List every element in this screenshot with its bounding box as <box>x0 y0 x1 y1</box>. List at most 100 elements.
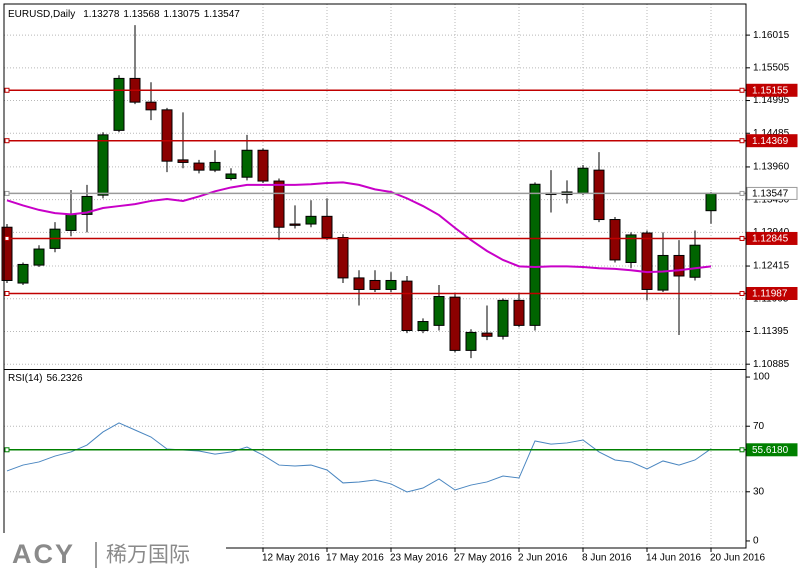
grid-layer <box>4 4 746 548</box>
rsi-tick-label: 30 <box>753 486 765 497</box>
price-level-handle <box>4 235 10 241</box>
chart-title: EURUSD,Daily <box>8 9 75 20</box>
price-level-box <box>746 231 798 245</box>
price-level-label: 1.11987 <box>752 289 788 300</box>
rsi-level-label: 55.6180 <box>752 445 789 456</box>
price-level-handle <box>739 138 745 144</box>
candle-body-down <box>161 109 173 162</box>
candle-body-down <box>673 254 685 277</box>
candle-body-down <box>273 180 285 228</box>
candle-body-up <box>17 263 29 284</box>
label-layer: 1.15155 1.14369 1.12845 1.11987 1.13547 55.61… <box>746 83 798 457</box>
rsi-header: RSI(14) 56.2326 <box>8 373 83 384</box>
candle-body-down <box>193 162 205 171</box>
x-tick-label: 8 Jun 2016 <box>582 553 632 564</box>
rsi-tick-label: 100 <box>753 372 770 383</box>
candle-body-down <box>145 101 157 111</box>
price-level-label: 1.15155 <box>752 85 789 96</box>
price-level-label: 1.14369 <box>752 136 789 147</box>
watermark-brand: ACY <box>12 539 75 569</box>
candle-body-down <box>369 279 381 290</box>
y-tick-label: 1.15505 <box>753 62 790 73</box>
rsi-last-value: 56.2326 <box>46 373 83 384</box>
price-level-handle <box>4 87 10 93</box>
candle-body-up <box>577 167 589 194</box>
x-tick-label: 23 May 2016 <box>390 553 448 564</box>
y-tick-label: 1.11395 <box>753 326 789 337</box>
candle-body-down <box>321 215 333 238</box>
candle-body-up <box>65 213 77 231</box>
watermark-box <box>0 533 226 576</box>
candle-body-down <box>401 280 413 332</box>
candle-body-down <box>513 299 525 326</box>
header-high: 1.13568 <box>123 9 160 20</box>
price-level-box <box>746 134 798 148</box>
rsi-tick-label: 0 <box>753 536 759 547</box>
candle-body-up <box>657 254 669 291</box>
candle-body-up <box>417 321 429 332</box>
candle-body-up <box>97 134 109 196</box>
y-tick-label: 1.14995 <box>753 95 790 106</box>
x-tick-label: 2 Jun 2016 <box>518 553 568 564</box>
y-tick-label: 1.10885 <box>753 359 790 370</box>
chart-header: EURUSD,Daily 1.13278 1.13568 1.13075 1.13547 <box>8 9 240 20</box>
rsi-line <box>6 422 712 493</box>
price-level-handle <box>739 290 745 296</box>
header-open: 1.13278 <box>83 9 120 20</box>
candle-body-up <box>33 248 45 266</box>
y-tick-label: 1.12415 <box>753 261 790 272</box>
candle-body-down <box>481 332 493 337</box>
candle-body-up <box>305 215 317 225</box>
current-price-handle <box>739 190 745 196</box>
rsi-level-handle <box>739 447 745 453</box>
watermark-name: 稀万国际 <box>106 544 190 567</box>
candle-body-down <box>593 169 605 221</box>
candle-body-up <box>225 173 237 179</box>
candle-body-down <box>1 226 13 281</box>
header-close: 1.13547 <box>204 9 241 20</box>
y-tick-label: 1.14485 <box>753 128 790 139</box>
candle-body-down <box>641 232 653 290</box>
rsi-tick-label: 70 <box>753 421 765 432</box>
x-tick-label: 27 May 2016 <box>454 553 512 564</box>
candle-body-up <box>433 296 445 326</box>
candle-body-up <box>465 331 477 351</box>
candle-body-down <box>337 236 349 279</box>
current-price-handle <box>4 190 10 196</box>
candle-body-down <box>353 277 365 290</box>
y-tick-label: 1.16015 <box>753 30 790 41</box>
candle-body-down <box>289 223 301 226</box>
x-tick-label: 12 May 2016 <box>262 553 320 564</box>
price-level-box <box>746 286 798 300</box>
y-tick-label: 1.13960 <box>753 162 790 173</box>
candle-body-up <box>241 149 253 178</box>
price-level-handle <box>739 235 745 241</box>
candle-body-down <box>609 219 621 261</box>
current-price-label: 1.13547 <box>752 189 789 200</box>
rsi-level-box <box>746 443 798 457</box>
rsi-level-handle <box>4 447 10 453</box>
candle-body-up <box>705 192 717 212</box>
candle-body-up <box>209 161 221 171</box>
current-price-box <box>746 186 798 200</box>
price-level-handle <box>4 138 10 144</box>
price-level-box <box>746 83 798 97</box>
x-tick-label: 17 May 2016 <box>326 553 384 564</box>
candle-body-up <box>529 183 541 326</box>
candle-body-up <box>625 234 637 264</box>
x-tick-label: 20 Jun 2016 <box>710 553 765 564</box>
candle-body-up <box>385 279 397 290</box>
candle-body-down <box>257 149 269 182</box>
header-low: 1.13075 <box>164 9 201 20</box>
watermark: ACY 稀万国际 <box>0 533 226 576</box>
price-level-handle <box>739 87 745 93</box>
candle-body-up <box>497 299 509 337</box>
candle-body-down <box>449 296 461 351</box>
price-level-label: 1.12845 <box>752 234 789 245</box>
candle-body-down <box>177 159 189 163</box>
candle-body-up <box>81 195 93 215</box>
rsi-label: RSI(14) <box>8 373 42 384</box>
x-tick-label: 14 Jun 2016 <box>646 553 701 564</box>
price-level-handle <box>4 290 10 296</box>
